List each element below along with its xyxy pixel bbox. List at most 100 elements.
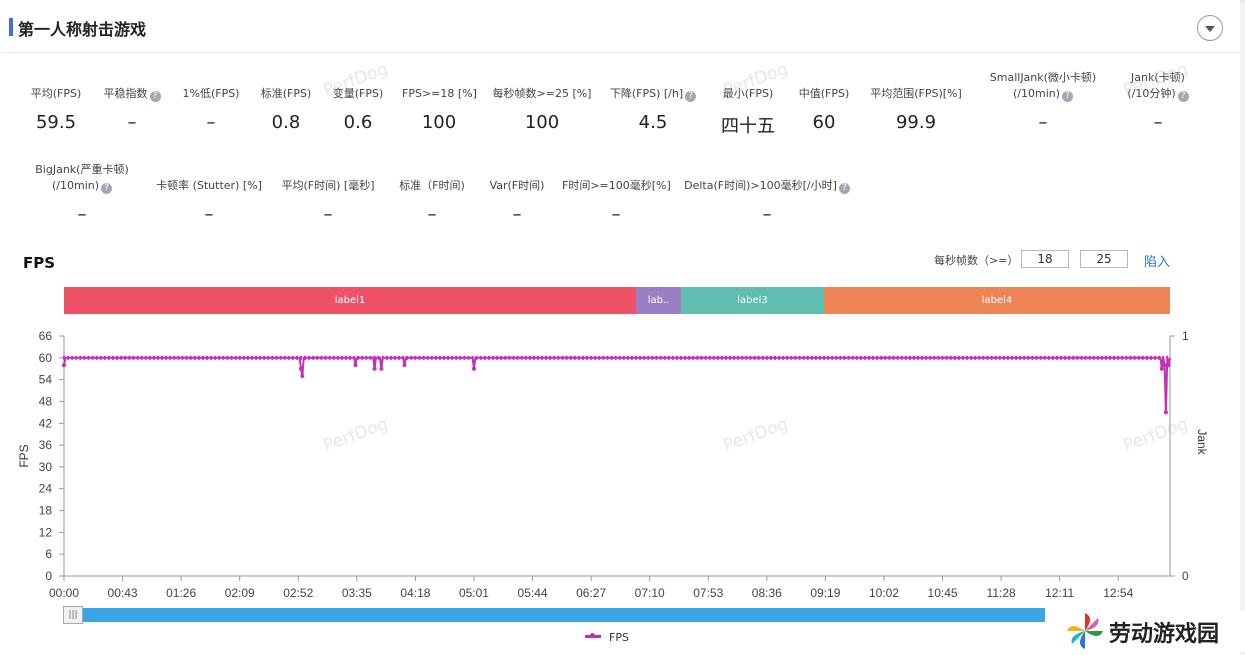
- fps-point: [720, 355, 723, 360]
- help-icon[interactable]: ?: [1177, 91, 1189, 102]
- x-tick-label: 00:43: [108, 586, 138, 600]
- fps-point: [377, 355, 380, 360]
- fps-point: [475, 355, 478, 360]
- metric-value: 100: [421, 112, 457, 133]
- fps-point: [438, 355, 441, 360]
- fps-point: [684, 355, 687, 360]
- x-tick-label: 02:09: [225, 586, 255, 600]
- y-tick-label: 6: [45, 547, 52, 561]
- fps-point: [255, 355, 258, 360]
- fps-point: [806, 355, 809, 360]
- y-tick-label: 42: [39, 416, 53, 430]
- fps-point: [618, 355, 621, 360]
- fps-point: [765, 355, 768, 360]
- y2-tick-label: 0: [1182, 569, 1189, 583]
- fps-point: [87, 355, 90, 360]
- fps-point: [1043, 355, 1046, 360]
- band-lab..[interactable]: lab..: [636, 287, 681, 314]
- fps-point: [1145, 355, 1148, 360]
- fps-point: [635, 355, 638, 360]
- fps-point: [426, 355, 429, 360]
- fps-point: [152, 355, 155, 360]
- fps-point: [990, 355, 993, 360]
- fps-point: [1121, 355, 1124, 360]
- fps-point: [447, 355, 450, 360]
- fps-point: [708, 355, 711, 360]
- metric-label: 下降(FPS) [/h]: [609, 87, 684, 100]
- help-icon[interactable]: ?: [1062, 91, 1074, 102]
- fps-point: [614, 355, 617, 360]
- fps-dip-point: [379, 366, 384, 371]
- fps-point: [271, 355, 274, 360]
- fps-point: [324, 355, 327, 360]
- fps-point: [71, 355, 74, 360]
- time-range-slider[interactable]: [63, 608, 1045, 622]
- threshold-input-2[interactable]: 25: [1080, 250, 1128, 268]
- fps-point: [1080, 355, 1083, 360]
- fps-point: [1096, 355, 1099, 360]
- fps-point: [1060, 355, 1063, 360]
- metric-drop-fps: 下降(FPS) [/h]? 4.5: [608, 86, 698, 133]
- collapse-chevron-icon[interactable]: [1197, 15, 1223, 41]
- fps-point: [214, 355, 217, 360]
- y-tick-label: 0: [45, 569, 52, 583]
- fps-point: [925, 355, 928, 360]
- metric-value: –: [427, 204, 437, 225]
- band-label4[interactable]: label4: [824, 287, 1170, 314]
- fps-point: [1133, 355, 1136, 360]
- fps-point: [970, 355, 973, 360]
- fps-point: [177, 355, 180, 360]
- x-tick-label: 07:53: [693, 586, 723, 600]
- fps-point: [291, 355, 294, 360]
- fps-point: [798, 355, 801, 360]
- fps-point: [917, 355, 920, 360]
- help-icon[interactable]: ?: [149, 91, 161, 102]
- fps-point: [132, 355, 135, 360]
- fps-point: [316, 355, 319, 360]
- metric-label: F时间>=100毫秒[%]: [562, 179, 671, 192]
- threshold-input-1[interactable]: 18: [1021, 250, 1069, 268]
- fps-point: [492, 355, 495, 360]
- chart-legend[interactable]: FPS: [585, 631, 629, 644]
- fps-point: [463, 355, 466, 360]
- fps-point: [263, 355, 266, 360]
- metric-value: –: [611, 204, 621, 225]
- help-icon[interactable]: ?: [101, 183, 113, 194]
- fps-point: [700, 355, 703, 360]
- y-tick-label: 12: [39, 525, 53, 539]
- fps-dip-point: [372, 366, 377, 371]
- fps-point: [402, 355, 405, 360]
- metric-value: 100: [524, 112, 560, 133]
- pinwheel-logo-icon: [1067, 613, 1103, 649]
- fps-point: [904, 355, 907, 360]
- band-label3[interactable]: label3: [681, 287, 825, 314]
- fps-point: [814, 355, 817, 360]
- fps-point: [67, 355, 70, 360]
- fps-point: [1047, 355, 1050, 360]
- fps-point: [933, 355, 936, 360]
- fps-point: [242, 355, 245, 360]
- metric-small-jank: SmallJank(微小卡顿) (/10min)? –: [978, 70, 1108, 133]
- metric-label-unit: (/10min): [1012, 87, 1061, 100]
- fps-point: [855, 355, 858, 360]
- fps-point: [283, 355, 286, 360]
- fps-point: [1149, 355, 1152, 360]
- help-icon[interactable]: ?: [685, 91, 697, 102]
- metric-1pct-low: 1%低(FPS) –: [180, 86, 242, 133]
- fps-point: [892, 355, 895, 360]
- band-label1[interactable]: label1: [64, 287, 637, 314]
- help-icon[interactable]: ?: [838, 183, 850, 194]
- fps-point: [724, 355, 727, 360]
- fps-point: [831, 355, 834, 360]
- fps-point: [308, 355, 311, 360]
- fps-point: [156, 355, 159, 360]
- slider-handle[interactable]: |||: [63, 606, 83, 624]
- fps-point: [716, 355, 719, 360]
- fps-point: [467, 355, 470, 360]
- fps-point: [896, 355, 899, 360]
- fps-point: [173, 355, 176, 360]
- apply-threshold-button[interactable]: 陷入: [1144, 255, 1171, 270]
- x-tick-label: 12:11: [1045, 586, 1074, 600]
- fps-point: [1068, 355, 1071, 360]
